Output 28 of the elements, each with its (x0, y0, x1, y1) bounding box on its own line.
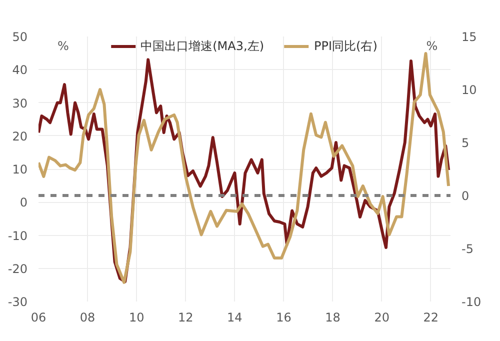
y-tick-label: 40 (12, 63, 28, 78)
y-tick-label: 0 (20, 196, 28, 210)
x-tick-label: 10 (128, 310, 144, 324)
x-tick-label: 16 (276, 310, 292, 324)
x-tick-label: 22 (423, 310, 439, 324)
x-tick-label: 06 (30, 310, 46, 324)
y2-tick-label: 10 (462, 83, 477, 97)
y-tick-label: 30 (12, 96, 28, 110)
y-tick-label: -30 (8, 295, 28, 309)
annotation: % (58, 39, 69, 54)
x-tick-label: 14 (227, 310, 242, 324)
y2-tick-label: -5 (462, 242, 474, 256)
x-tick-label: 20 (374, 310, 390, 324)
y-tick-label: 10 (12, 162, 28, 176)
y-tick-label: 50 (12, 30, 28, 44)
legend-label: PPI同比(右) (314, 38, 378, 54)
annotation: % (426, 39, 438, 54)
y2-tick-label: 5 (462, 136, 470, 150)
x-tick-label: 18 (325, 310, 340, 324)
y-tick-label: -10 (8, 228, 28, 243)
x-tick-label: 12 (178, 310, 194, 324)
y2-tick-label: 0 (462, 189, 470, 203)
y2-tick-label: 15 (462, 30, 477, 44)
y-tick-label: 20 (12, 129, 28, 144)
y-tick-label: -20 (8, 262, 28, 276)
legend-label: 中国出口增速(MA3,左) (140, 38, 264, 54)
x-tick-label: 08 (80, 310, 96, 324)
y2-tick-label: -10 (462, 295, 482, 309)
